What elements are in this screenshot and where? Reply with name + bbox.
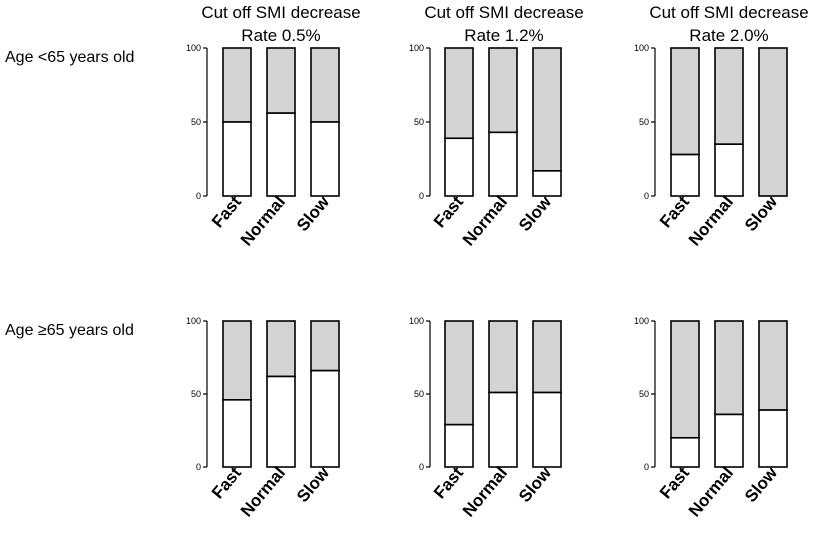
x-tick-label-normal: Normal [459, 463, 511, 520]
bar-lower-fast [444, 423, 474, 468]
y-tick-label: 50 [191, 117, 201, 127]
bar-lower-normal [266, 112, 296, 197]
bar-lower-fast [670, 436, 700, 468]
y-tick-label: 0 [196, 462, 201, 472]
bar-upper-fast [444, 47, 474, 140]
y-tick-label: 50 [414, 389, 424, 399]
y-tick-label: 50 [191, 389, 201, 399]
y-tick-label: 50 [639, 389, 649, 399]
x-tick-label-normal: Normal [685, 463, 737, 520]
bar-lower-normal [714, 413, 744, 468]
bar-upper-fast [222, 47, 252, 123]
bar-lower-fast [444, 137, 474, 197]
y-tick-label: 0 [196, 191, 201, 201]
bar-upper-slow [310, 47, 340, 123]
y-tick-label: 100 [409, 316, 424, 326]
x-tick-label-slow: Slow [293, 463, 334, 506]
row-label-65-and-over: Age ≥65 years old [5, 322, 134, 339]
x-tick-label-slow: Slow [741, 192, 782, 235]
x-tick-label-fast: Fast [656, 463, 693, 502]
y-tick-label: 0 [419, 191, 424, 201]
bar-lower-fast [670, 153, 700, 197]
y-tick-label: 0 [419, 462, 424, 472]
y-tick-label: 100 [634, 316, 649, 326]
bar-lower-slow [532, 391, 562, 468]
bar-upper-fast [670, 320, 700, 439]
x-tick-label-slow: Slow [293, 192, 334, 235]
y-tick-label: 100 [186, 43, 201, 53]
column-title-1-line2: Rate 0.5% [241, 26, 320, 45]
y-tick-label: 0 [644, 191, 649, 201]
bar-lower-normal [488, 131, 518, 197]
bar-upper-normal [714, 320, 744, 416]
column-title-1-line1: Cut off SMI decrease [201, 3, 360, 22]
x-tick-label-fast: Fast [430, 463, 467, 502]
y-tick-label: 50 [414, 117, 424, 127]
bar-upper-normal [266, 320, 296, 378]
bar-upper-slow [532, 47, 562, 172]
y-tick-label: 100 [634, 43, 649, 53]
bar-lower-normal [266, 375, 296, 468]
x-tick-label-slow: Slow [741, 463, 782, 506]
y-tick-label: 0 [644, 462, 649, 472]
y-tick-label: 50 [639, 117, 649, 127]
x-tick-label-slow: Slow [515, 463, 556, 506]
x-tick-label-fast: Fast [208, 192, 245, 231]
bar-lower-normal [714, 143, 744, 197]
bar-upper-slow [532, 320, 562, 394]
column-title-2-line2: Rate 1.2% [464, 26, 543, 45]
bar-upper-normal [488, 320, 518, 394]
x-tick-label-normal: Normal [685, 192, 737, 249]
column-title-3-line1: Cut off SMI decrease [649, 3, 808, 22]
bar-lower-slow [758, 409, 788, 468]
bar-lower-fast [222, 121, 252, 197]
x-tick-label-fast: Fast [208, 463, 245, 502]
bar-upper-slow [758, 320, 788, 411]
x-tick-label-normal: Normal [237, 463, 289, 520]
x-tick-label-normal: Normal [459, 192, 511, 249]
row-label-under-65: Age <65 years old [5, 49, 134, 66]
bar-lower-fast [222, 399, 252, 468]
bar-upper-slow [310, 320, 340, 372]
bar-upper-fast [444, 320, 474, 426]
bar-upper-fast [222, 320, 252, 401]
bar-upper-normal [266, 47, 296, 114]
bar-upper-normal [714, 47, 744, 145]
bar-lower-slow [532, 170, 562, 197]
x-tick-label-fast: Fast [656, 192, 693, 231]
y-tick-label: 100 [186, 316, 201, 326]
x-tick-label-normal: Normal [237, 192, 289, 249]
y-tick-label: 100 [409, 43, 424, 53]
column-title-2-line1: Cut off SMI decrease [424, 3, 583, 22]
x-tick-label-slow: Slow [515, 192, 556, 235]
x-tick-label-fast: Fast [430, 192, 467, 231]
bar-lower-slow [310, 121, 340, 197]
column-title-3-line2: Rate 2.0% [689, 26, 768, 45]
bar-lower-normal [488, 391, 518, 468]
bar-upper-normal [488, 47, 518, 134]
bar-lower-slow [310, 369, 340, 468]
bar-upper-slow [758, 47, 788, 197]
bar-upper-fast [670, 47, 700, 156]
